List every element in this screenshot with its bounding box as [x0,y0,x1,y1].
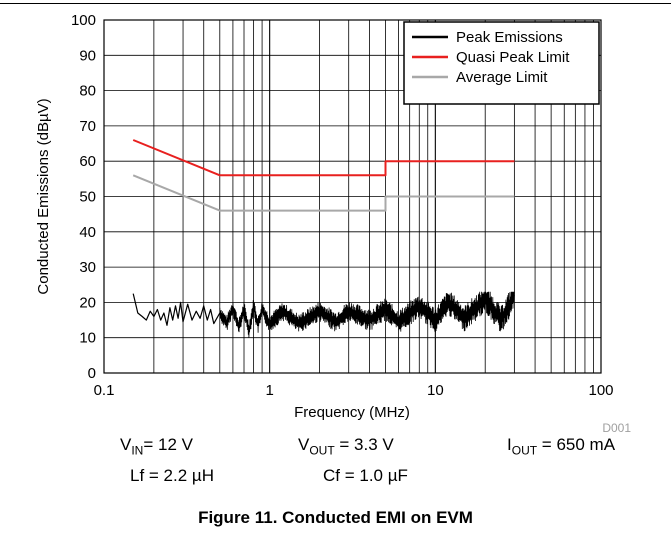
y-tick-label: 100 [71,12,96,29]
y-tick-label: 70 [79,118,96,135]
legend-box [403,21,600,105]
peak-emissions-noise [219,291,515,338]
lf-condition: Lf = 2.2 µH [130,466,214,485]
top-rule [0,3,671,4]
legend-label: Quasi Peak Limit [456,49,570,66]
vout-condition: VOUT = 3.3 V [298,435,394,458]
x-tick-label: 100 [588,382,613,399]
y-tick-label: 50 [79,189,96,206]
figure-caption: Figure 11. Conducted EMI on EVM [198,508,473,527]
figure-id: D001 [602,421,631,435]
series-line-peak-emissions [132,293,515,332]
emi-chart: 0 10 20 30 40 50 60 70 80 90 100 0.1 1 10 100 Conduct… [35,12,631,435]
legend-label: Peak Emissions [456,29,563,46]
y-tick-label: 20 [79,294,96,311]
x-axis-label: Frequency (MHz) [294,404,410,421]
x-tick-label: 1 [265,382,273,399]
cf-condition: Cf = 1.0 µF [323,466,408,485]
y-tick-label: 40 [79,224,96,241]
y-tick-label: 90 [79,47,96,64]
plot-frame [103,19,602,374]
legend-label: Average Limit [456,69,548,86]
y-tick-label: 30 [79,259,96,276]
y-tick-label: 80 [79,83,96,100]
series-line-quasi-peak-limit [132,139,515,177]
x-tick-labels: 0.1 1 10 100 [94,382,614,399]
vin-condition: VIN= 12 V [120,435,193,458]
y-axis-label: Conducted Emissions (dBµV) [35,98,52,294]
legend: Peak Emissions Quasi Peak Limit Average Li… [403,21,600,105]
x-tick-label: 0.1 [94,382,115,399]
y-tick-label: 0 [88,365,96,382]
y-tick-label: 60 [79,153,96,170]
iout-condition: IOUT = 650 mA [507,435,616,458]
series-line-average-limit [132,174,515,212]
x-tick-label: 10 [427,382,444,399]
y-tick-labels: 0 10 20 30 40 50 60 70 80 90 100 [71,12,96,382]
series-lines [132,139,515,338]
y-tick-label: 10 [79,330,96,347]
